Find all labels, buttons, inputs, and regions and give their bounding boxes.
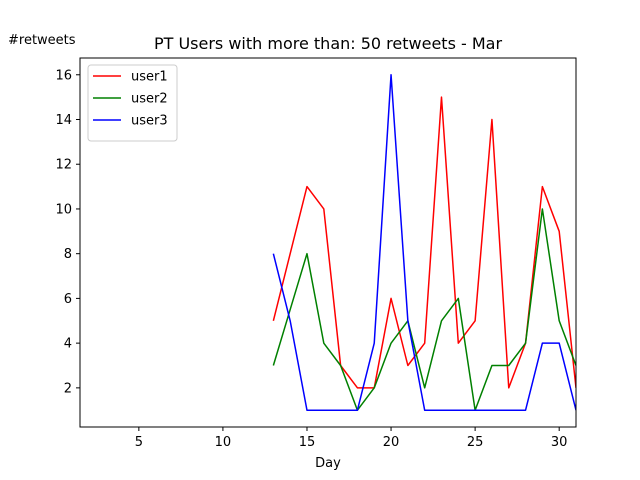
y-tick-label: 14	[55, 113, 72, 128]
y-tick-label: 16	[55, 68, 72, 83]
x-tick-label: 25	[467, 435, 484, 450]
series-line-user3	[272, 74, 576, 411]
y-axis-ticks: 2 4 6 8 10 12 14 16	[55, 68, 80, 396]
y-tick-label: 10	[55, 202, 72, 217]
legend: user1 user2 user3	[87, 64, 178, 142]
x-tick-label: 10	[215, 435, 232, 450]
x-axis-label: Day	[315, 456, 341, 471]
y-tick-label: 12	[55, 158, 72, 173]
series-line-user1	[272, 96, 576, 389]
x-axis-ticks: 5 10 15 20 25 30	[135, 427, 568, 450]
x-tick-label: 15	[299, 435, 316, 450]
legend-label-user3: user3	[131, 114, 168, 129]
series-line-user2	[272, 208, 576, 411]
y-tick-label: 2	[64, 381, 72, 396]
legend-label-user1: user1	[131, 70, 168, 85]
x-tick-label: 30	[551, 435, 568, 450]
plot-lines	[272, 74, 576, 411]
y-tick-label: 4	[64, 337, 72, 352]
y-tick-label: 8	[64, 247, 72, 262]
legend-label-user2: user2	[131, 92, 168, 107]
legend-box	[87, 64, 178, 142]
chart-title: PT Users with more than: 50 retweets - M…	[154, 34, 503, 53]
y-tick-label: 6	[64, 292, 72, 307]
x-tick-label: 5	[135, 435, 143, 450]
x-tick-label: 20	[383, 435, 400, 450]
y-axis-label: #retweets	[8, 33, 76, 48]
plot-frame	[79, 57, 577, 428]
